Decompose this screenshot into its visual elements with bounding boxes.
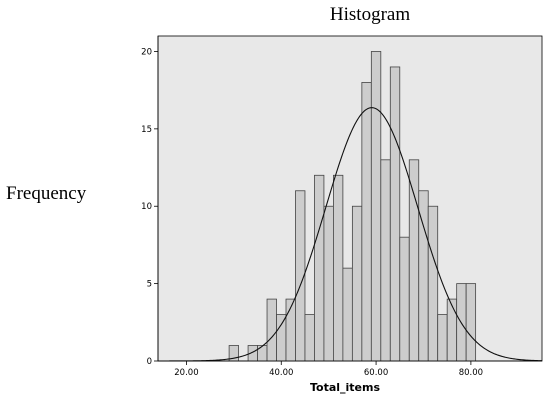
histogram-bar [266, 298, 277, 362]
y-axis-label: Frequency [6, 183, 87, 204]
y-tick-label: 5 [147, 280, 152, 290]
histogram-bar [465, 283, 477, 362]
histogram-bar [323, 205, 334, 362]
histogram-bar [333, 174, 344, 362]
histogram-bar [276, 314, 287, 362]
histogram-bar [380, 159, 391, 362]
histogram-bar [437, 314, 448, 362]
y-tick-label: 0 [147, 357, 152, 367]
histogram-bar [427, 205, 439, 362]
histogram-bar [351, 205, 363, 362]
histogram-bar [304, 314, 315, 362]
x-tick-label: 40.00 [269, 368, 293, 378]
y-tick-label: 20 [141, 47, 152, 57]
histogram-bar [399, 236, 410, 362]
x-axis-label: Total_items [309, 381, 381, 394]
histogram-bar [314, 174, 325, 362]
histogram-bar [361, 82, 372, 362]
histogram-bar [342, 267, 353, 362]
histogram-bar [389, 66, 401, 362]
x-tick-label: 80.00 [459, 368, 483, 378]
histogram-bar [257, 345, 268, 362]
chart-title: Histogram [329, 4, 411, 25]
normal-curve [158, 107, 543, 362]
histogram-bar [446, 298, 458, 362]
y-tick-label: 15 [141, 125, 152, 135]
histogram-bar [408, 159, 420, 362]
y-tick-label: 10 [141, 202, 152, 212]
x-tick-label: 60.00 [364, 368, 388, 378]
x-tick-label: 20.00 [174, 368, 198, 378]
histogram-bar [370, 51, 382, 362]
